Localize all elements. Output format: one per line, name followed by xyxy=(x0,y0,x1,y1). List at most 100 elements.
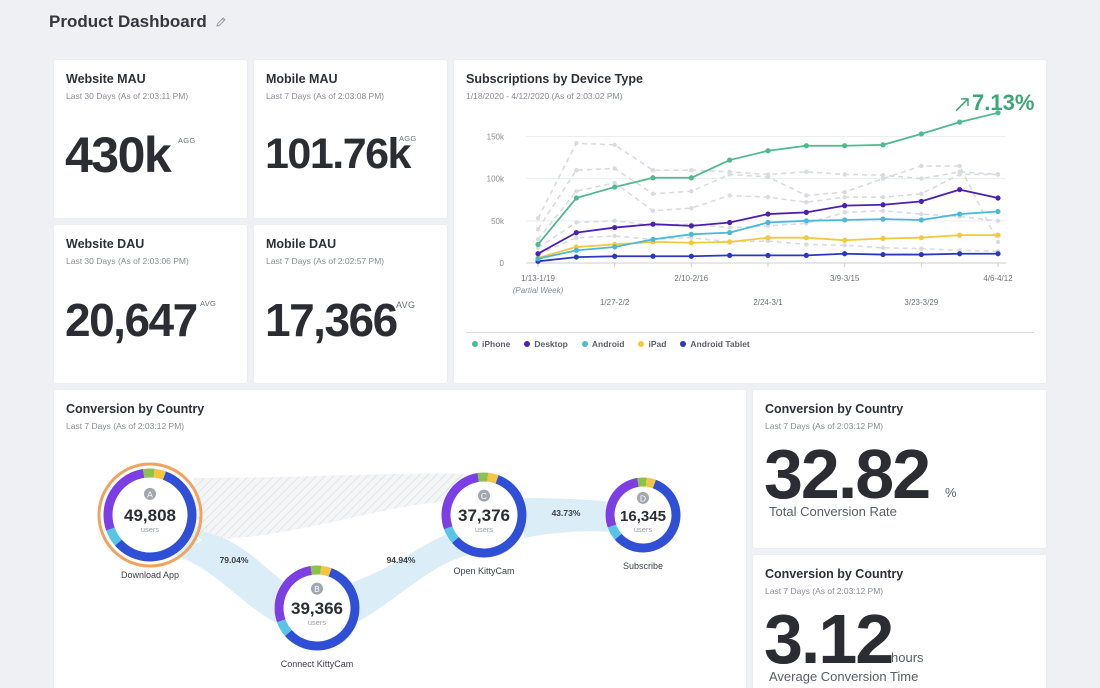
legend-item-ipad[interactable]: iPad xyxy=(638,339,666,349)
comparison-point xyxy=(574,189,579,194)
data-point[interactable] xyxy=(573,230,579,236)
data-point[interactable] xyxy=(650,175,656,181)
comparison-point xyxy=(995,239,1001,245)
data-point[interactable] xyxy=(573,247,579,253)
data-point[interactable] xyxy=(880,235,886,242)
data-point[interactable] xyxy=(573,254,579,260)
data-point[interactable] xyxy=(650,253,656,259)
data-point[interactable] xyxy=(880,251,886,258)
mobile-mau-card: Mobile MAU Last 7 Days (As of 2:03:08 PM… xyxy=(254,60,447,218)
data-point[interactable] xyxy=(535,256,541,262)
data-point[interactable] xyxy=(765,235,771,241)
data-point[interactable] xyxy=(880,202,886,208)
comparison-point xyxy=(919,163,924,169)
data-point[interactable] xyxy=(957,211,963,217)
data-point[interactable] xyxy=(995,251,1001,257)
data-point[interactable] xyxy=(995,208,1001,215)
data-point[interactable] xyxy=(688,231,694,237)
data-point[interactable] xyxy=(612,184,618,190)
funnel-node[interactable] xyxy=(605,477,681,553)
x-tick-label: 3/23-3/29 xyxy=(904,298,938,307)
data-point[interactable] xyxy=(650,221,656,227)
data-point[interactable] xyxy=(727,239,733,245)
y-tick-label: 100k xyxy=(487,175,505,184)
data-point[interactable] xyxy=(688,223,694,229)
chart-title: Subscriptions by Device Type xyxy=(466,72,643,86)
donut-segment xyxy=(605,477,639,528)
data-point[interactable] xyxy=(612,224,618,231)
data-point[interactable] xyxy=(842,217,848,223)
y-tick-label: 150k xyxy=(487,132,505,141)
data-point[interactable] xyxy=(803,252,809,259)
data-point[interactable] xyxy=(995,232,1001,238)
data-point[interactable] xyxy=(803,143,809,149)
legend-item-android-tablet[interactable]: Android Tablet xyxy=(680,339,750,349)
data-point[interactable] xyxy=(803,218,809,224)
data-point[interactable] xyxy=(688,175,694,181)
x-tick-label: 3/9-3/15 xyxy=(830,274,860,283)
chart-subtitle: 1/18/2020 - 4/12/2020 (As of 2:03:02 PM) xyxy=(466,91,623,101)
data-point[interactable] xyxy=(727,230,733,236)
data-point[interactable] xyxy=(573,195,579,201)
funnel-node[interactable] xyxy=(441,472,527,558)
data-point[interactable] xyxy=(957,186,963,193)
flow-band xyxy=(339,530,469,630)
data-point[interactable] xyxy=(918,217,924,223)
data-point[interactable] xyxy=(880,216,886,222)
funnel-title: Conversion by Country xyxy=(66,402,205,416)
x-tick-label: 1/27-2/2 xyxy=(600,298,630,307)
data-point[interactable] xyxy=(727,252,733,259)
data-point[interactable] xyxy=(957,251,963,257)
legend-dot-icon xyxy=(638,341,645,347)
data-point[interactable] xyxy=(612,244,618,250)
data-point[interactable] xyxy=(765,148,771,154)
data-point[interactable] xyxy=(842,143,848,149)
data-point[interactable] xyxy=(650,236,656,242)
data-point[interactable] xyxy=(918,251,924,258)
data-point[interactable] xyxy=(918,198,924,205)
data-point[interactable] xyxy=(727,219,733,226)
legend-item-iphone[interactable]: iPhone xyxy=(472,339,510,349)
comparison-point xyxy=(574,167,579,173)
metric-value: 20,647 xyxy=(65,294,198,346)
data-point[interactable] xyxy=(535,251,541,257)
data-point[interactable] xyxy=(842,237,848,243)
data-point[interactable] xyxy=(535,241,541,248)
step-letter-badge xyxy=(144,487,156,500)
comparison-point xyxy=(842,210,847,215)
data-point[interactable] xyxy=(612,253,618,259)
funnel-node[interactable] xyxy=(274,565,360,651)
data-point[interactable] xyxy=(995,195,1001,201)
comparison-point xyxy=(612,180,617,186)
step-unit: users xyxy=(141,525,160,534)
data-point[interactable] xyxy=(688,240,694,246)
card-subtitle: Last 7 Days (As of 2:03:08 PM) xyxy=(266,91,385,101)
data-point[interactable] xyxy=(842,251,848,257)
data-point[interactable] xyxy=(957,119,963,125)
card-subtitle: Last 7 Days (As of 2:03:12 PM) xyxy=(765,421,884,431)
data-point[interactable] xyxy=(765,211,771,217)
data-point[interactable] xyxy=(803,235,809,241)
legend-item-desktop[interactable]: Desktop xyxy=(524,339,568,349)
page-title: Product Dashboard xyxy=(49,12,207,31)
data-point[interactable] xyxy=(727,157,733,163)
conversion-rate-card: Conversion by Country Last 7 Days (As of… xyxy=(753,390,1046,548)
funnel-node[interactable] xyxy=(103,468,197,562)
comparison-point xyxy=(727,172,732,177)
line-chart[interactable]: 0 50k 100k 150k 1/13-1/19 2/10-2/16 3/9-3/15 4/… xyxy=(454,60,1046,330)
data-point[interactable] xyxy=(803,209,809,215)
data-point[interactable] xyxy=(842,203,848,209)
data-point[interactable] xyxy=(918,131,924,137)
card-subtitle: Last 7 Days (As of 2:03:12 PM) xyxy=(765,586,884,596)
data-point[interactable] xyxy=(765,219,771,226)
legend-item-android[interactable]: Android xyxy=(581,339,624,349)
data-point[interactable] xyxy=(918,235,924,241)
data-point[interactable] xyxy=(688,253,694,259)
pencil-icon[interactable] xyxy=(215,16,227,28)
data-point[interactable] xyxy=(995,110,1001,116)
data-point[interactable] xyxy=(957,232,963,238)
comparison-point xyxy=(804,200,809,205)
data-point[interactable] xyxy=(765,252,771,259)
data-point[interactable] xyxy=(880,142,886,148)
comparison-point xyxy=(957,172,962,177)
